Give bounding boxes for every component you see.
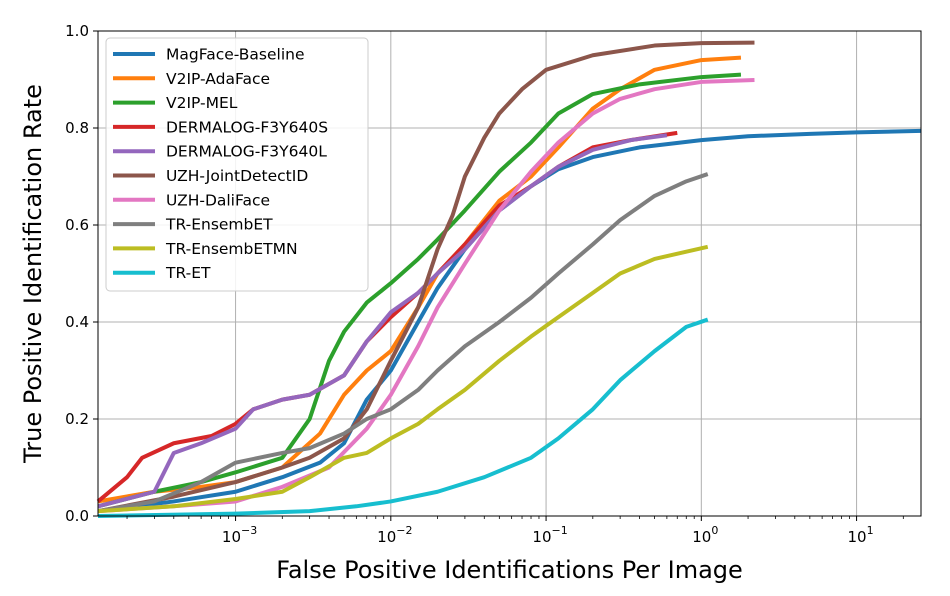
x-tick-exponent: 1 xyxy=(867,524,874,537)
series-line-tr-ensembet xyxy=(97,172,709,514)
legend-label: V2IP-MEL xyxy=(166,94,238,112)
x-tick-label: 101 xyxy=(848,524,874,546)
series-line-uzh-daliface xyxy=(97,77,755,514)
y-tick-label: 0.6 xyxy=(65,216,89,234)
legend-label: DERMALOG-F3Y640S xyxy=(166,118,328,136)
x-axis-title: False Positive Identifications Per Image xyxy=(276,556,743,584)
legend-label: MagFace-Baseline xyxy=(166,46,305,64)
y-tick-label: 0.4 xyxy=(65,313,89,331)
x-tick-label: 10−1 xyxy=(532,524,567,546)
x-tick-exponent: −3 xyxy=(241,524,257,537)
x-tick-base: 10 xyxy=(377,528,396,546)
legend-label: UZH-DaliFace xyxy=(166,191,270,209)
x-tick-base: 10 xyxy=(222,528,241,546)
y-tick-label: 1.0 xyxy=(65,22,89,40)
x-tick-label: 100 xyxy=(692,524,718,546)
x-tick-base: 10 xyxy=(848,528,867,546)
legend-label: V2IP-AdaFace xyxy=(166,70,270,88)
y-axis-ticks: 0.0 0.2 0.4 0.6 0.8 1.0 xyxy=(65,22,98,525)
y-tick-label: 0.0 xyxy=(65,507,89,525)
legend-label: DERMALOG-F3Y640L xyxy=(166,143,327,161)
series-lines xyxy=(96,40,922,518)
legend-label: UZH-JointDetectID xyxy=(166,167,308,185)
x-tick-label: 10−2 xyxy=(377,524,412,546)
series-line-v2ip-mel xyxy=(97,72,742,509)
x-tick-exponent: −2 xyxy=(396,524,412,537)
x-tick-base: 10 xyxy=(532,528,551,546)
x-tick-base: 10 xyxy=(692,528,711,546)
y-tick-label: 0.2 xyxy=(65,410,89,428)
y-tick-label: 0.8 xyxy=(65,119,89,137)
plot-frame xyxy=(97,30,922,517)
legend-box xyxy=(105,37,369,292)
legend: MagFace-Baseline V2IP-AdaFace V2IP-MEL DERM… xyxy=(105,37,369,292)
series-line-uzh-jointdetectid xyxy=(97,40,755,514)
series-line-tr-et xyxy=(97,317,709,518)
x-tick-label: 10−3 xyxy=(222,524,257,546)
legend-label: TR-EnsembETMN xyxy=(165,240,298,258)
legend-label: TR-EnsembET xyxy=(165,216,273,234)
x-tick-exponent: 0 xyxy=(711,524,718,537)
y-axis-title: True Positive Identification Rate xyxy=(19,84,47,464)
legend-label: TR-ET xyxy=(165,264,211,282)
series-line-tr-ensembetmn xyxy=(97,244,709,514)
x-axis-ticks: 10−3 10−2 10−1 100 101 xyxy=(126,516,904,546)
x-tick-exponent: −1 xyxy=(552,524,568,537)
series-line-dermalog-f3y640l xyxy=(97,133,668,509)
